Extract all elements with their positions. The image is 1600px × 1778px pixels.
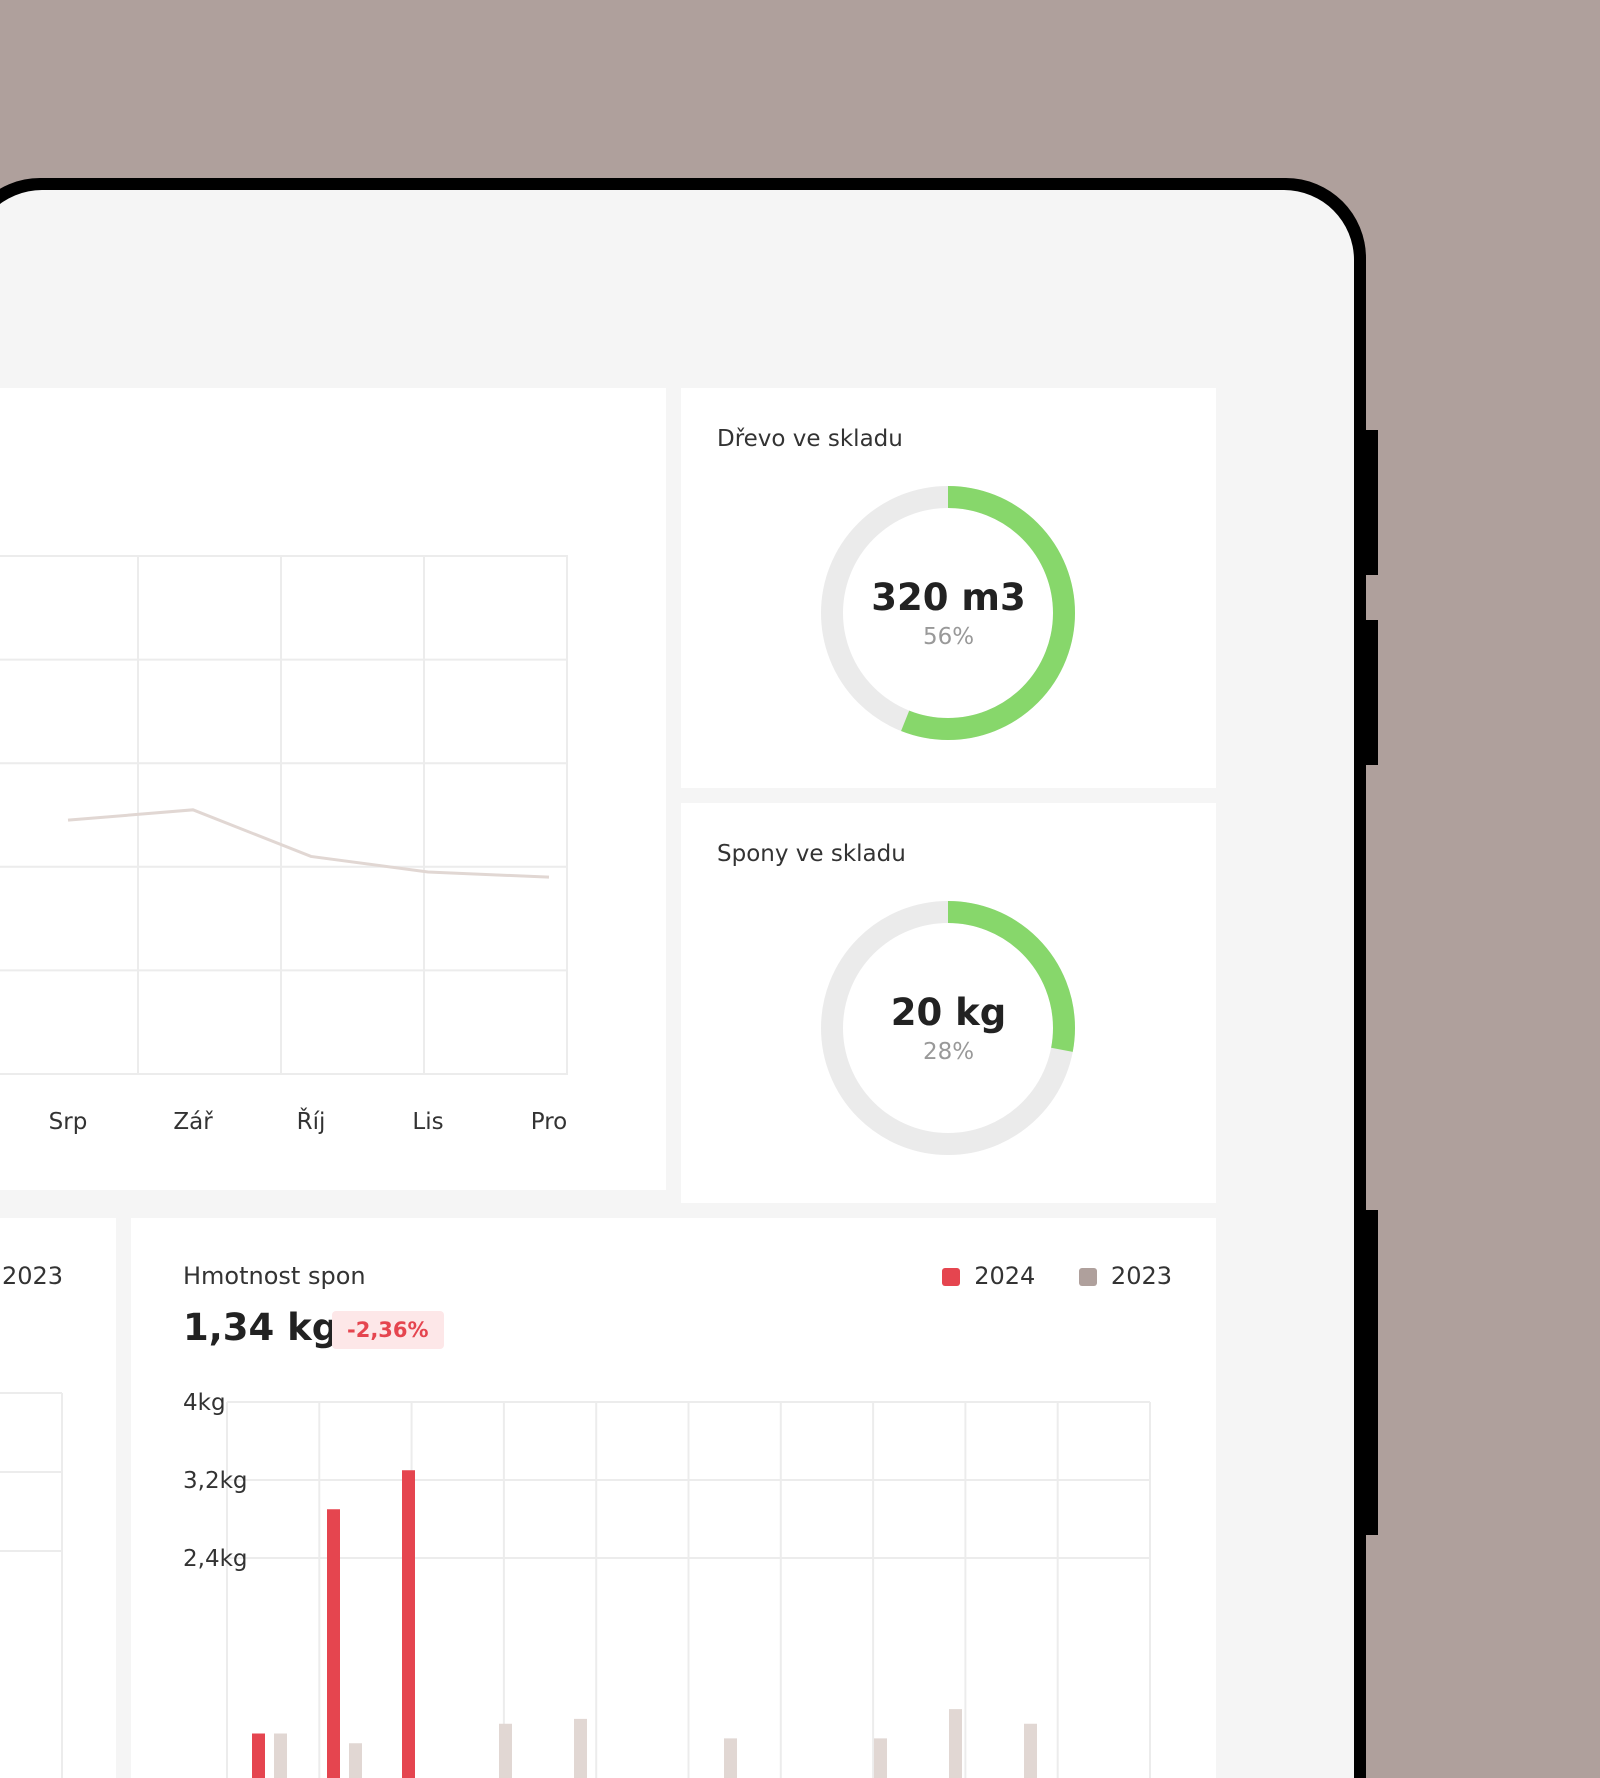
line-chart: Srp Zář Říj Lis Pro	[0, 388, 666, 1190]
wood-stock-card: Dřevo ve skladu 320 m3 56%	[681, 388, 1216, 788]
wood-stock-percent: 56%	[681, 624, 1216, 650]
bar-2023	[724, 1738, 737, 1778]
weight-card: Hmotnost spon 2024 2023 1,34 kg -2,36% 4…	[131, 1218, 1216, 1778]
clips-stock-title: Spony ve skladu	[717, 841, 906, 867]
bar-2023	[499, 1724, 512, 1778]
line-x-label: Říj	[297, 1107, 326, 1135]
bar-2023	[1024, 1724, 1037, 1778]
device-side-button-3	[1366, 1210, 1378, 1535]
line-chart-card: Srp Zář Říj Lis Pro	[0, 388, 666, 1190]
clips-stock-value: 20 kg	[681, 991, 1216, 1034]
line-x-label: Srp	[49, 1109, 88, 1135]
device-side-button-1	[1366, 430, 1378, 575]
wood-stock-title: Dřevo ve skladu	[717, 426, 903, 452]
bar-2023	[874, 1738, 887, 1778]
bar-2023	[949, 1709, 962, 1778]
bar-2024	[252, 1734, 265, 1778]
bar-y-label: 3,2kg	[183, 1468, 248, 1494]
bar-2023	[274, 1734, 287, 1778]
bar-2023	[349, 1743, 362, 1778]
line-x-label: Lis	[412, 1109, 443, 1135]
device-side-button-2	[1366, 620, 1378, 765]
clips-stock-card: Spony ve skladu 20 kg 28%	[681, 803, 1216, 1203]
bar-y-label: 4kg	[183, 1390, 226, 1416]
bar-2023	[574, 1719, 587, 1778]
bar-2024	[327, 1509, 340, 1778]
wood-stock-value: 320 m3	[681, 576, 1216, 619]
bottom-left-grid	[0, 1218, 116, 1778]
bar-2024	[402, 1470, 415, 1778]
line-x-label: Pro	[531, 1109, 568, 1135]
bar-y-label: 2,4kg	[183, 1546, 248, 1572]
line-x-label: Zář	[173, 1109, 213, 1135]
clips-stock-percent: 28%	[681, 1039, 1216, 1065]
bottom-left-card: 2023	[0, 1218, 116, 1778]
weight-bar-chart: 4kg 3,2kg 2,4kg	[131, 1218, 1216, 1778]
tablet-frame: Srp Zář Říj Lis Pro Dřevo ve skladu 320 m3 5…	[0, 178, 1366, 1778]
dashboard-screen: Srp Zář Říj Lis Pro Dřevo ve skladu 320 m3 5…	[0, 190, 1354, 1778]
